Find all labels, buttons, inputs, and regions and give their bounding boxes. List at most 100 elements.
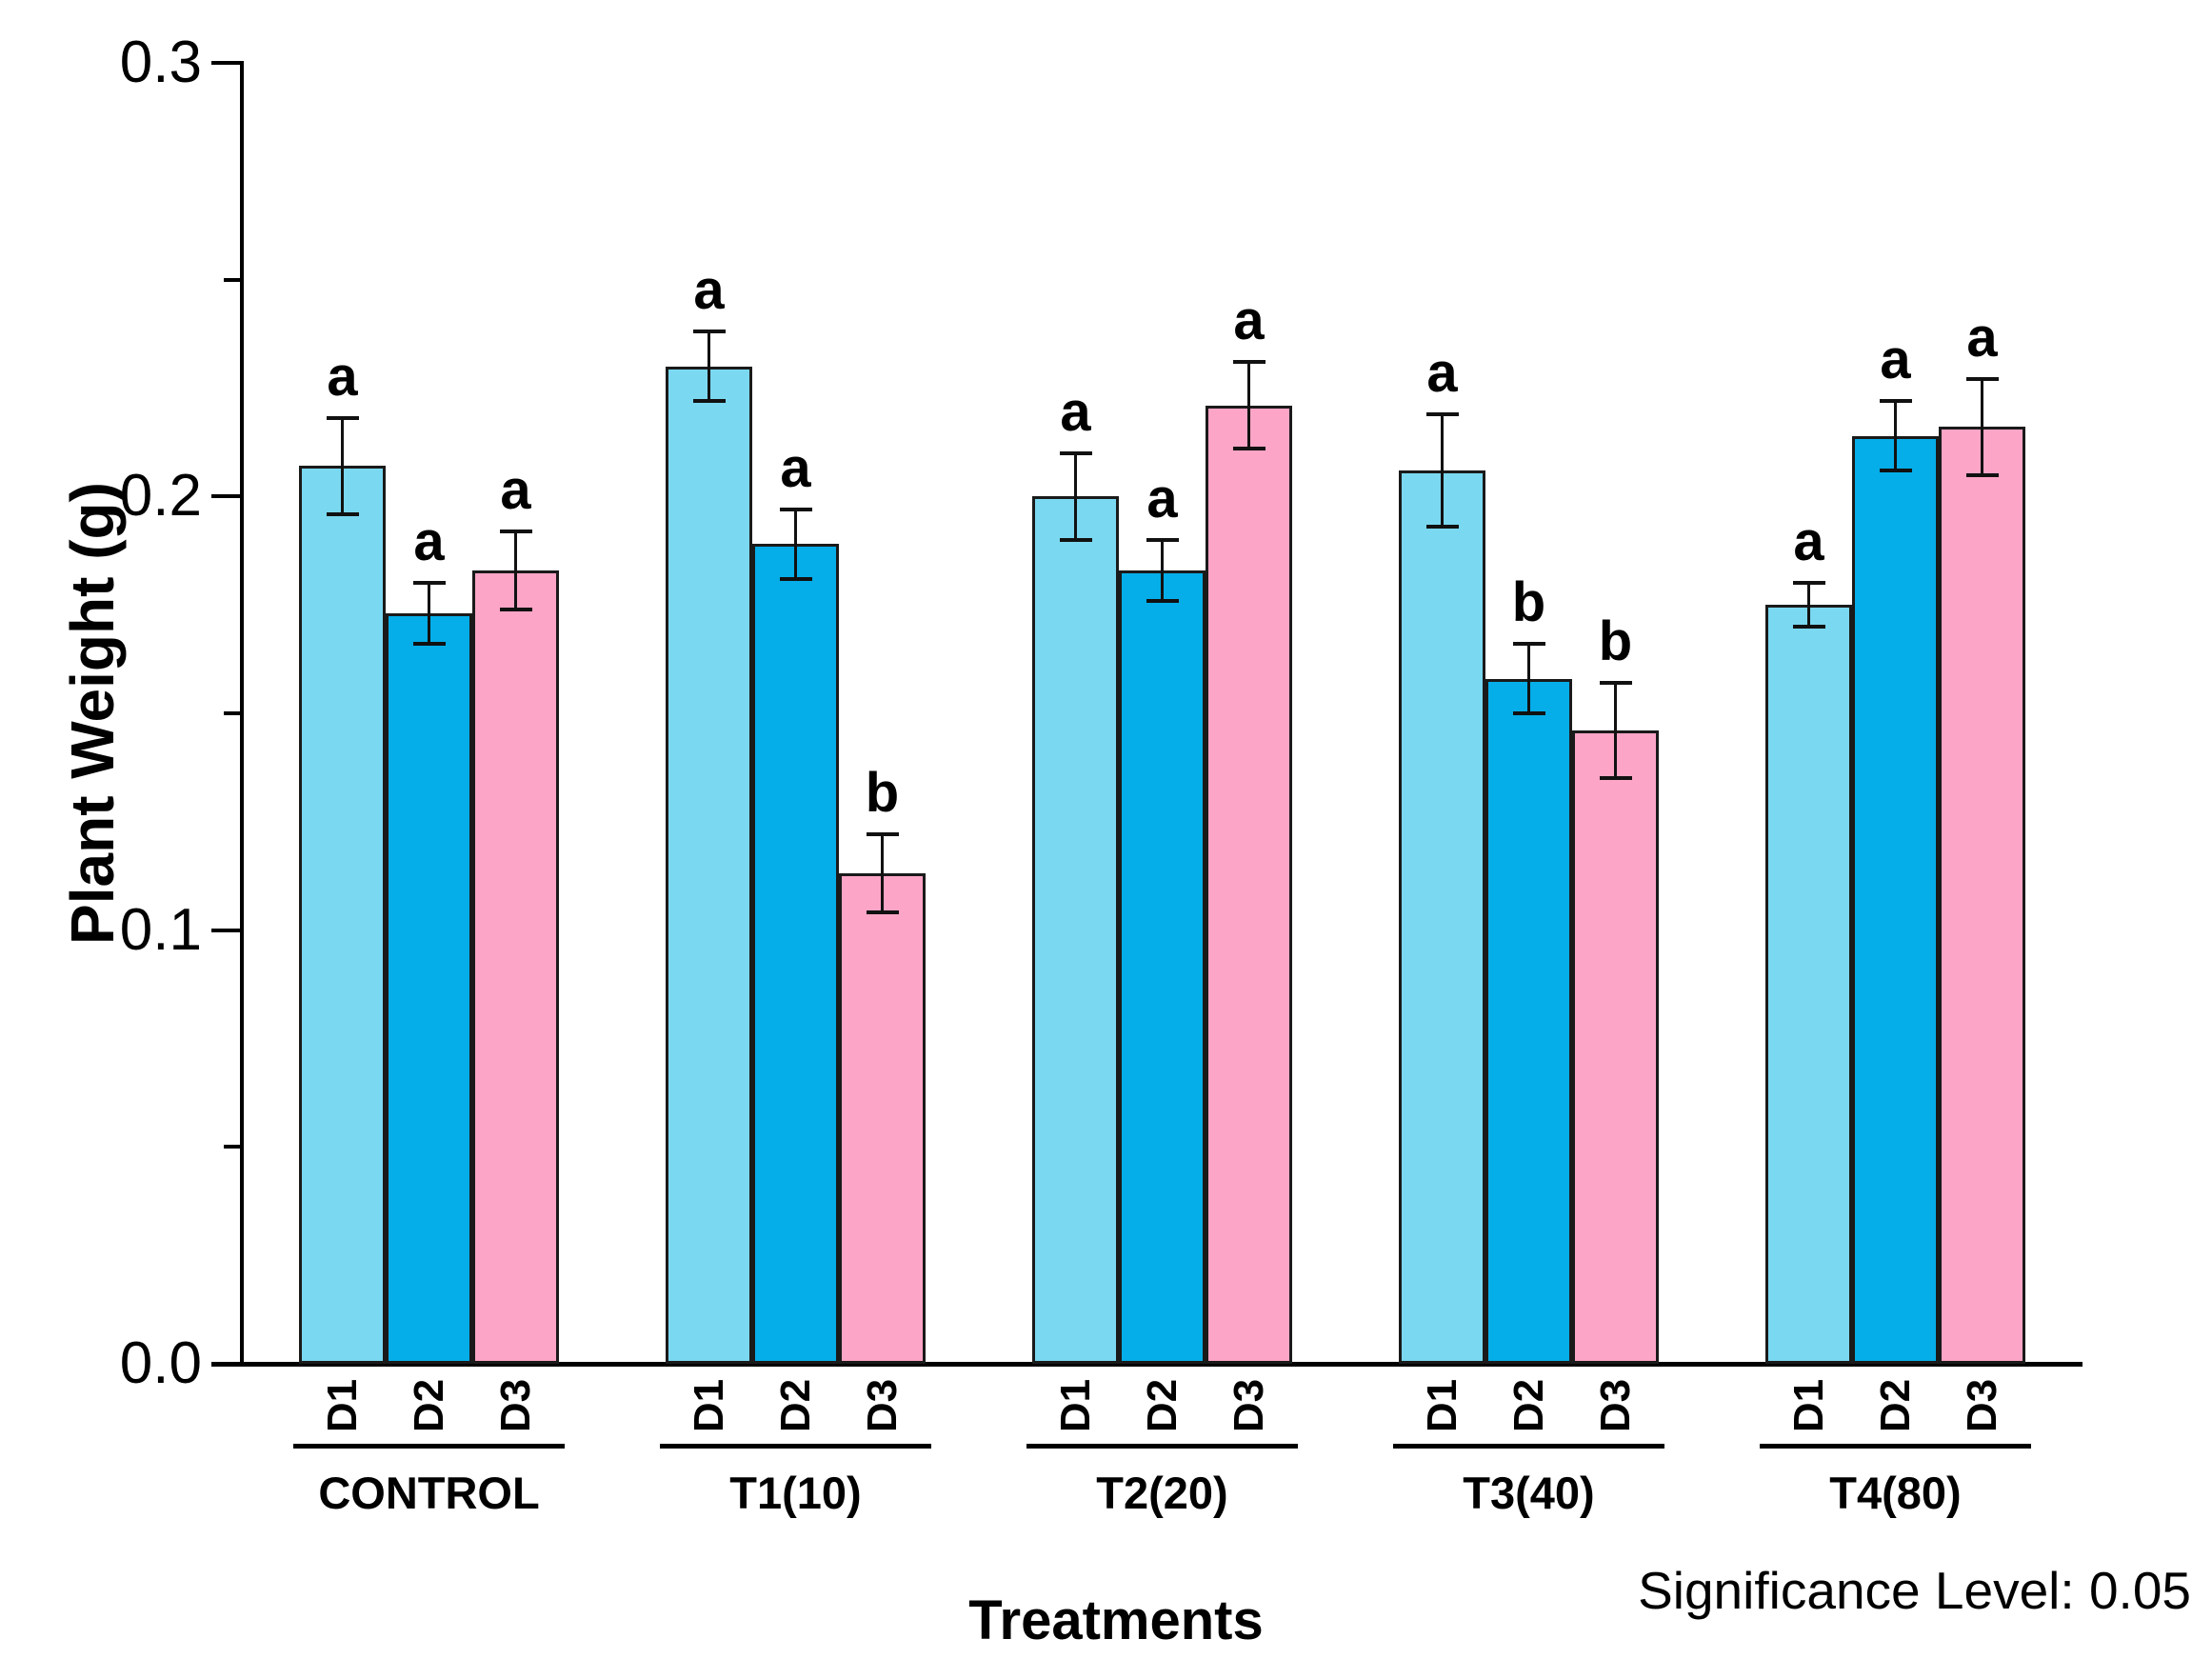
error-bar-cap-top — [692, 330, 726, 334]
bar-D3-CONTROL — [472, 570, 559, 1364]
y-major-tick — [211, 1362, 240, 1366]
y-major-tick — [211, 61, 240, 65]
error-bar-cap-top — [1965, 377, 1999, 382]
bar-D2-T4(80) — [1852, 435, 1939, 1364]
error-bar-cap-bottom — [499, 607, 532, 611]
error-bar-cap-bottom — [1879, 469, 1912, 472]
error-bar-cap-bottom — [692, 399, 726, 404]
bar-D1-T3(40) — [1399, 470, 1485, 1364]
error-bar-line — [1527, 644, 1530, 713]
y-minor-tick — [224, 711, 240, 715]
error-bar-cap-bottom — [1425, 525, 1459, 530]
error-bar-line — [707, 331, 710, 402]
significance-letter: b — [1598, 610, 1633, 673]
error-bar-cap-bottom — [1792, 624, 1825, 629]
group-underline — [660, 1444, 931, 1449]
bar-D1-T1(10) — [666, 366, 752, 1364]
bar-D1-T4(80) — [1765, 605, 1852, 1364]
significance-letter: a — [1880, 329, 1911, 391]
error-bar-cap-top — [1146, 537, 1179, 542]
group-label-T4(80): T4(80) — [1829, 1468, 1962, 1518]
error-bar-cap-top — [326, 416, 359, 421]
error-bar-cap-bottom — [1512, 711, 1545, 715]
significance-letter: a — [500, 458, 531, 521]
error-bar-cap-top — [1512, 642, 1545, 647]
error-bar-cap-bottom — [412, 642, 446, 647]
y-tick-label: 0.3 — [119, 30, 202, 95]
group-label-T1(10): T1(10) — [729, 1468, 862, 1518]
significance-letter: a — [1233, 290, 1265, 352]
bar-D2-T1(10) — [752, 544, 839, 1364]
group-label-T3(40): T3(40) — [1463, 1468, 1595, 1518]
error-bar-cap-top — [1425, 411, 1459, 416]
significance-letter: a — [413, 510, 445, 573]
significance-letter: a — [1060, 380, 1091, 443]
y-minor-tick — [224, 277, 240, 282]
error-bar-line — [1807, 583, 1810, 627]
error-bar-line — [1247, 362, 1250, 450]
significance-letter: a — [1146, 467, 1178, 530]
error-bar-cap-top — [1232, 360, 1265, 365]
significance-letter: a — [1793, 510, 1824, 573]
significance-letter: b — [865, 762, 900, 825]
y-tick-label: 0.2 — [119, 463, 202, 530]
error-bar-line — [1161, 539, 1164, 601]
y-minor-tick — [224, 1145, 240, 1149]
x-axis-title: Treatments — [968, 1589, 1264, 1651]
error-bar-line — [1074, 452, 1077, 540]
error-bar-cap-bottom — [326, 511, 359, 516]
error-bar-line — [881, 834, 884, 913]
error-bar-line — [794, 509, 797, 579]
error-bar-cap-bottom — [1059, 537, 1092, 542]
y-axis-spine — [240, 61, 244, 1366]
error-bar-line — [1981, 379, 1983, 475]
bar-D1-CONTROL — [299, 466, 386, 1364]
group-label-CONTROL: CONTROL — [318, 1468, 540, 1518]
significance-letter: b — [1511, 571, 1546, 634]
error-bar-cap-top — [412, 581, 446, 586]
bar-D2-T3(40) — [1485, 678, 1572, 1364]
bar-D3-T1(10) — [839, 873, 926, 1364]
error-bar-cap-top — [1599, 681, 1632, 686]
group-underline — [1026, 1444, 1298, 1449]
significance-letter: a — [1426, 341, 1458, 404]
group-label-T2(20): T2(20) — [1096, 1468, 1228, 1518]
group-underline — [293, 1444, 565, 1449]
y-major-tick — [211, 928, 240, 932]
bar-D2-T2(20) — [1119, 570, 1206, 1364]
error-bar-line — [341, 418, 344, 514]
significance-letter: a — [327, 346, 358, 409]
bar-D3-T4(80) — [1939, 427, 2025, 1364]
significance-letter: a — [693, 259, 725, 322]
group-underline — [1393, 1444, 1664, 1449]
error-bar-cap-bottom — [779, 576, 812, 581]
error-bar-cap-bottom — [1232, 447, 1265, 451]
bar-D2-CONTROL — [386, 613, 472, 1364]
error-bar-cap-bottom — [1965, 472, 1999, 477]
bar-D1-T2(20) — [1032, 496, 1119, 1364]
bar-D3-T2(20) — [1206, 405, 1292, 1364]
error-bar-cap-top — [779, 507, 812, 511]
y-major-tick — [211, 494, 240, 499]
significance-note: Significance Level: 0.05 — [1638, 1561, 2191, 1620]
y-tick-label: 0.1 — [119, 896, 202, 963]
x-axis-spine — [211, 1362, 2082, 1367]
group-underline — [1760, 1444, 2031, 1449]
bar-D3-T3(40) — [1572, 730, 1659, 1364]
error-bar-line — [1441, 413, 1444, 528]
error-bar-line — [1614, 683, 1617, 779]
significance-letter: a — [780, 436, 811, 499]
significance-letter: a — [1966, 307, 1998, 370]
error-bar-cap-bottom — [1599, 776, 1632, 781]
error-bar-line — [514, 530, 517, 610]
error-bar-cap-top — [1059, 450, 1092, 455]
error-bar-cap-top — [1792, 581, 1825, 586]
y-tick-label: 0.0 — [119, 1330, 202, 1396]
error-bar-cap-top — [1879, 399, 1912, 404]
error-bar-cap-bottom — [1146, 598, 1179, 603]
error-bar-cap-top — [499, 529, 532, 533]
error-bar-cap-bottom — [866, 910, 899, 915]
y-axis-title: Plant Weight (g) — [58, 482, 127, 945]
error-bar-line — [1894, 401, 1897, 470]
